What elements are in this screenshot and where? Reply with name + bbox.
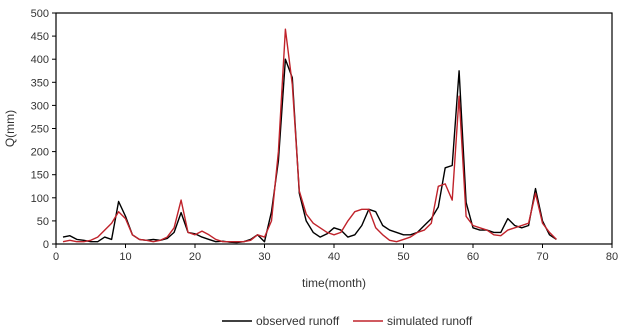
y-tick-label: 250 — [31, 124, 49, 136]
x-tick-label: 50 — [397, 251, 409, 263]
y-tick-label: 500 — [31, 8, 49, 20]
x-tick-label: 0 — [53, 251, 59, 263]
x-tick-label: 40 — [328, 251, 340, 263]
x-tick-label: 10 — [119, 251, 131, 263]
y-tick-label: 400 — [31, 54, 49, 66]
x-tick-label: 60 — [467, 251, 479, 263]
plot-frame — [55, 12, 613, 245]
y-tick-label: 100 — [31, 193, 49, 205]
y-tick-label: 50 — [37, 216, 49, 228]
y-tick-label: 150 — [31, 170, 49, 182]
series-line-simulated — [62, 28, 557, 243]
y-tick-label: 350 — [31, 77, 49, 89]
legend: observed runoff simulated runoff — [222, 314, 473, 328]
x-tick-label: 80 — [606, 251, 618, 263]
legend-label-observed: observed runoff — [256, 314, 340, 328]
x-tick-label: 30 — [258, 251, 270, 263]
y-tick-label: 0 — [43, 239, 49, 251]
x-tick-label: 20 — [189, 251, 201, 263]
x-tick-label: 70 — [536, 251, 548, 263]
y-tick-label: 200 — [31, 147, 49, 159]
x-axis-label: time(month) — [302, 276, 366, 290]
y-tick-label: 300 — [31, 100, 49, 112]
y-axis-label: Q(mm) — [3, 110, 17, 147]
legend-label-simulated: simulated runoff — [387, 314, 473, 328]
series-line-observed — [62, 58, 557, 244]
plot-area — [62, 28, 557, 244]
axes: 0 50 100 150 200 250 300 350 400 450 500 0 10 20 30 40 5… — [31, 8, 618, 263]
y-tick-label: 450 — [31, 31, 49, 43]
